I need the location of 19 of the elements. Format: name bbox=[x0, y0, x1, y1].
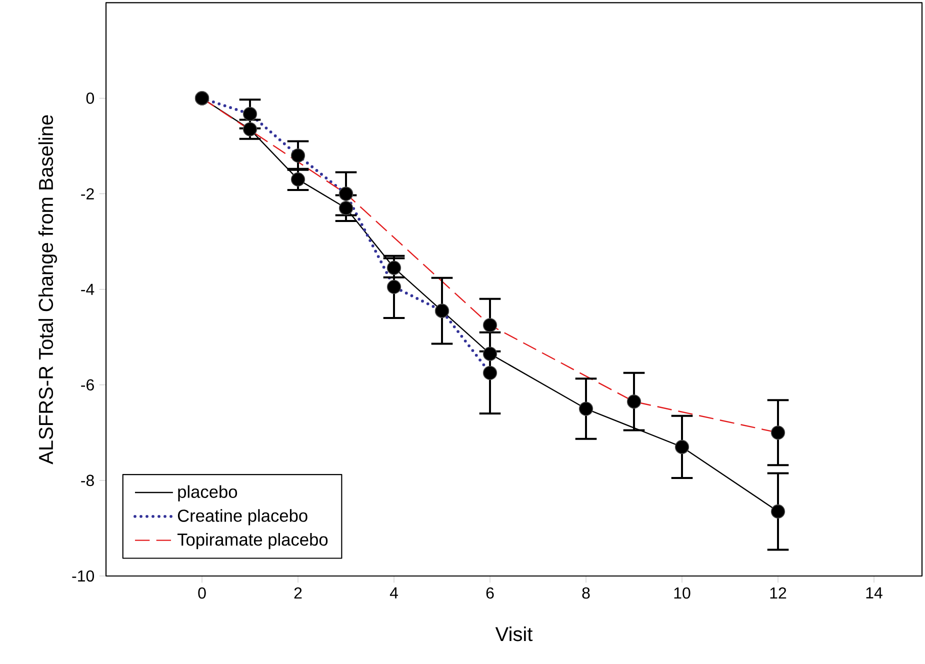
y-tick-label: -10 bbox=[72, 570, 94, 582]
x-tick-label: 6 bbox=[486, 587, 494, 599]
y-tick-label: -4 bbox=[81, 284, 94, 295]
y-tick-label: -8 bbox=[81, 474, 94, 486]
legend-label: Topiramate placebo bbox=[177, 533, 328, 550]
y-tick-label: -2 bbox=[81, 188, 94, 200]
x-tick-label: 8 bbox=[582, 587, 590, 599]
y-tick-label: -6 bbox=[81, 379, 94, 391]
y-tick-label: 0 bbox=[86, 92, 94, 104]
x-tick-label: 14 bbox=[866, 587, 882, 598]
x-tick-label: 2 bbox=[294, 587, 302, 599]
y-axis-title: ALSFRS-R Total Change from Baseline bbox=[38, 115, 58, 464]
x-tick-label: 4 bbox=[390, 587, 398, 598]
legend-label: Creatine placebo bbox=[178, 509, 308, 526]
x-tick-label: 10 bbox=[674, 587, 690, 599]
x-axis-title: Visit bbox=[495, 626, 533, 642]
legend-label: placebo bbox=[178, 485, 238, 502]
x-tick-label: 0 bbox=[198, 587, 206, 599]
x-tick-label: 12 bbox=[770, 587, 786, 599]
